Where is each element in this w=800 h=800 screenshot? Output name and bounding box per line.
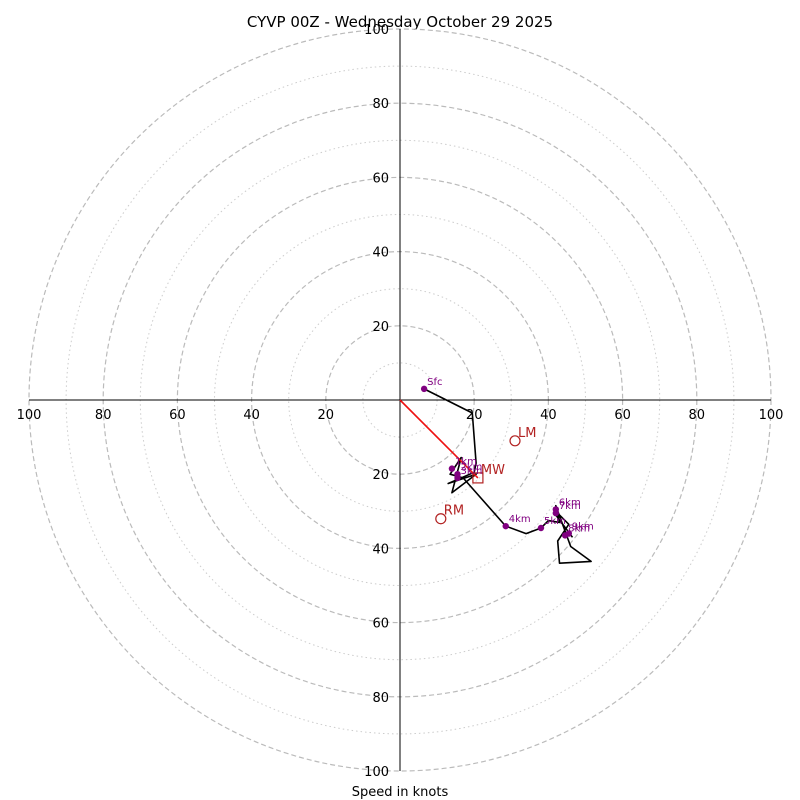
- storm-marker-rm: [435, 513, 447, 525]
- hodograph-trace: [423, 388, 592, 565]
- storm-label-rm: RM: [444, 504, 464, 519]
- level-dot-3km: [454, 474, 461, 482]
- y-tick-label: 60: [372, 171, 389, 186]
- y-tick-label: 100: [364, 23, 389, 38]
- level-dot-9km: [565, 530, 573, 537]
- x-tick-label: 100: [17, 408, 42, 423]
- storm-label-lm: LM: [518, 426, 536, 441]
- chart-title: CYVP 00Z - Wednesday October 29 2025: [247, 13, 553, 31]
- level-label-5km: 5km: [544, 516, 566, 527]
- level-dot-5km: [537, 524, 545, 532]
- x-tick-label: 60: [614, 408, 631, 423]
- level-label-7km: 7km: [559, 501, 581, 512]
- x-tick-label: 20: [318, 408, 335, 423]
- level-label-sfc: Sfc: [427, 377, 442, 388]
- level-label-6km: 6km: [559, 497, 581, 508]
- level-label-3km: 3km: [461, 466, 483, 477]
- level-dot-4km: [502, 522, 509, 530]
- x-tick-label: 40: [243, 408, 260, 423]
- level-label-4km: 4km: [509, 514, 531, 525]
- mean-wind-vector: [399, 399, 479, 479]
- tick-labels: 100 80 60 40 20 20 40 60 80 100100806040202040608…: [17, 23, 784, 780]
- level-label-9km: 9km: [572, 522, 594, 533]
- y-tick-label: 60: [372, 617, 389, 632]
- level-dot-7km: [552, 509, 560, 517]
- y-tick-label: 40: [372, 246, 389, 261]
- x-tick-label: 100: [759, 408, 784, 423]
- y-tick-label: 80: [372, 97, 389, 112]
- storm-marker-mw: [472, 472, 484, 484]
- level-label-1km: 1km: [455, 457, 477, 468]
- storm-label-mw: MW: [481, 463, 505, 478]
- storm-motion: LM RM MW: [399, 399, 536, 525]
- x-tick-label: 80: [689, 408, 706, 423]
- y-tick-label: 20: [372, 320, 389, 335]
- x-axis-label: Speed in knots: [352, 785, 449, 800]
- x-tick-label: 80: [95, 408, 112, 423]
- level-label-8km: 8km: [568, 523, 590, 534]
- hodograph-line: [423, 388, 592, 565]
- x-tick-label: 40: [540, 408, 557, 423]
- level-dot-sfc: [420, 385, 428, 393]
- y-tick-label: 100: [364, 765, 389, 780]
- level-label-2km: 2km: [461, 462, 483, 473]
- x-tick-label: 60: [169, 408, 186, 423]
- level-dot-1km: [448, 465, 456, 472]
- y-tick-label: 20: [372, 468, 389, 483]
- y-tick-label: 80: [372, 691, 389, 706]
- storm-marker-lm: [509, 435, 521, 447]
- y-tick-label: 40: [372, 542, 389, 557]
